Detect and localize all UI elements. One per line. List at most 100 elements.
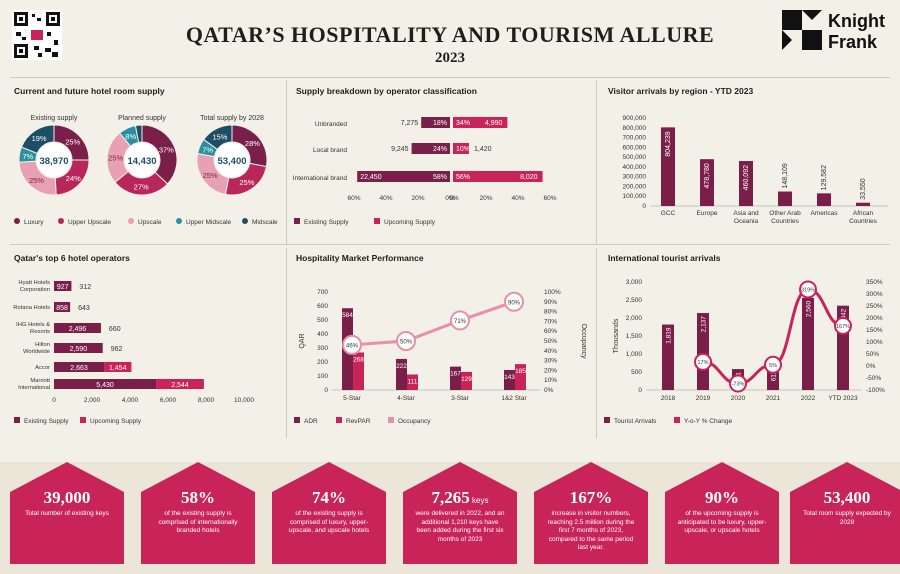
category-label: 2018 (661, 395, 676, 402)
tick-label: 100% (544, 289, 561, 296)
category-label: Other Arab (769, 210, 801, 217)
legend-swatch (80, 417, 86, 423)
legend-swatch (128, 218, 134, 224)
tick-label: 100 (317, 373, 328, 380)
stat-value: 167% (569, 488, 613, 507)
bar-existing-label: 2,496 (69, 326, 87, 333)
tick-label: 30% (544, 358, 557, 365)
category-label: Resorts (30, 329, 50, 335)
tick-label: 0% (866, 363, 876, 370)
bar-existing (54, 362, 105, 372)
panel-title-visitor-region: Visitor arrivals by region - YTD 2023 (608, 86, 754, 96)
bar-upcoming-pct: 34% (456, 120, 470, 127)
legend-label: Upper Upscale (68, 219, 111, 226)
legend-label: Upper Midscale (186, 219, 232, 226)
bar-upcoming-label: 1,454 (109, 365, 127, 372)
bar-existing-label: 5,430 (96, 382, 114, 389)
legend-label: Upcoming Supply (384, 219, 436, 226)
tick-label: 90% (544, 299, 557, 306)
tick-label: 0 (642, 203, 646, 210)
upcoming-label: 660 (109, 326, 121, 333)
stat-description: of the upcoming supply is anticipated to… (677, 510, 767, 534)
yoy-label: 5% (769, 363, 777, 369)
legend-label: Existing Supply (304, 219, 349, 226)
bar (856, 202, 870, 206)
yoy-label: 167% (836, 324, 850, 330)
legend-label: Y-o-Y % Change (684, 418, 732, 425)
bar-arrivals (662, 324, 674, 390)
bar-adr (504, 369, 515, 390)
yoy-label: 319% (801, 287, 815, 293)
legend-label: Midscale (252, 219, 278, 226)
panel-title-intl-arrivals: International tourist arrivals (608, 253, 721, 263)
bar-arrivals (697, 313, 709, 390)
legend-label: RevPAR (346, 418, 371, 425)
bar-revpar (515, 364, 526, 390)
bar-existing (54, 302, 71, 312)
page-year: 2023 (435, 50, 465, 66)
tick-label: -50% (866, 375, 881, 382)
tick-label: 100,000 (623, 193, 647, 200)
yoy-label: 17% (697, 360, 708, 366)
legend-swatch (388, 417, 394, 423)
tick-label: 0% (544, 387, 554, 394)
donut-slice (20, 124, 55, 155)
tick-label: 40% (544, 348, 557, 355)
bar-revpar (461, 371, 472, 390)
bar (700, 159, 714, 206)
bar-existing-label: 2,590 (70, 346, 88, 353)
category-label: 4-Star (397, 395, 416, 402)
occupancy-point (450, 310, 470, 331)
tick-label: 20% (479, 195, 492, 202)
room-supply-donuts: Existing supply 25% 24% 25% 7% 19% 38,970 Plann… (14, 115, 278, 226)
category-label: GCC (661, 210, 676, 217)
bar-adr-label: 222 (396, 363, 407, 370)
legend-label: Upcoming Supply (90, 418, 142, 425)
tick-label: 6,000 (160, 397, 177, 404)
tick-label: 8,000 (198, 397, 215, 404)
donut-hole (125, 143, 159, 177)
legend-swatch (674, 417, 680, 423)
category-label: Asia and (733, 210, 759, 217)
yoy-point (764, 355, 782, 374)
stat-description: Total room supply expected by 2028 (803, 510, 891, 526)
donut-slice-label: 25% (65, 137, 80, 146)
stat-card: 90% of the upcoming supply is anticipated… (663, 460, 781, 564)
donut-slice-label: 7% (202, 145, 213, 154)
stat-value: 39,000 (43, 488, 91, 507)
stat-description: Total number of existing keys (25, 510, 109, 517)
bar-existing (357, 171, 450, 182)
bar-arrivals-label: 2,137 (701, 316, 708, 333)
bar-existing-pct: 58% (433, 174, 447, 181)
stat-card: 53,400 Total room supply expected by 2028 (788, 460, 900, 564)
stat-value: 58% (181, 488, 215, 507)
panel-title-top-operators: Qatar's top 6 hotel operators (14, 253, 130, 263)
category-label: 2021 (766, 395, 781, 402)
stat-card: 39,000 Total number of existing keys (8, 460, 126, 564)
donut-slice-label: 15% (212, 132, 227, 141)
donut-slice-label: 25% (239, 178, 254, 187)
tick-label: 350% (866, 279, 883, 286)
donut-slice-label: 8% (125, 132, 136, 141)
stat-card: 167% increase in visitor numbers, reachin… (532, 460, 650, 564)
tick-label: 40% (379, 195, 392, 202)
bar-upcoming (104, 362, 132, 372)
bar-upcoming (453, 171, 543, 182)
stat-description: increase in visitor numbers, reaching 2.… (547, 510, 635, 551)
tick-label: 300,000 (623, 174, 647, 181)
upcoming-label: 312 (79, 284, 91, 291)
category-label: Worldwide (23, 349, 50, 355)
panel-title-room-supply: Current and future hotel room supply (14, 86, 165, 96)
legend-label: Upscale (138, 219, 162, 226)
tick-label: 3,000 (626, 279, 643, 286)
yoy-point (694, 352, 712, 371)
tick-label: 0% (445, 195, 455, 202)
tick-label: 200 (317, 359, 328, 366)
logo-text-1: Knight (828, 11, 885, 31)
occupancy-label: 46% (346, 343, 359, 349)
occupancy-label: 90% (508, 300, 521, 306)
visitor-region-chart: 900,000 800,000 700,000 600,000 500,000 400,0… (623, 115, 888, 225)
tick-label: 150% (866, 327, 883, 334)
bar-existing-label: 927 (57, 284, 69, 291)
